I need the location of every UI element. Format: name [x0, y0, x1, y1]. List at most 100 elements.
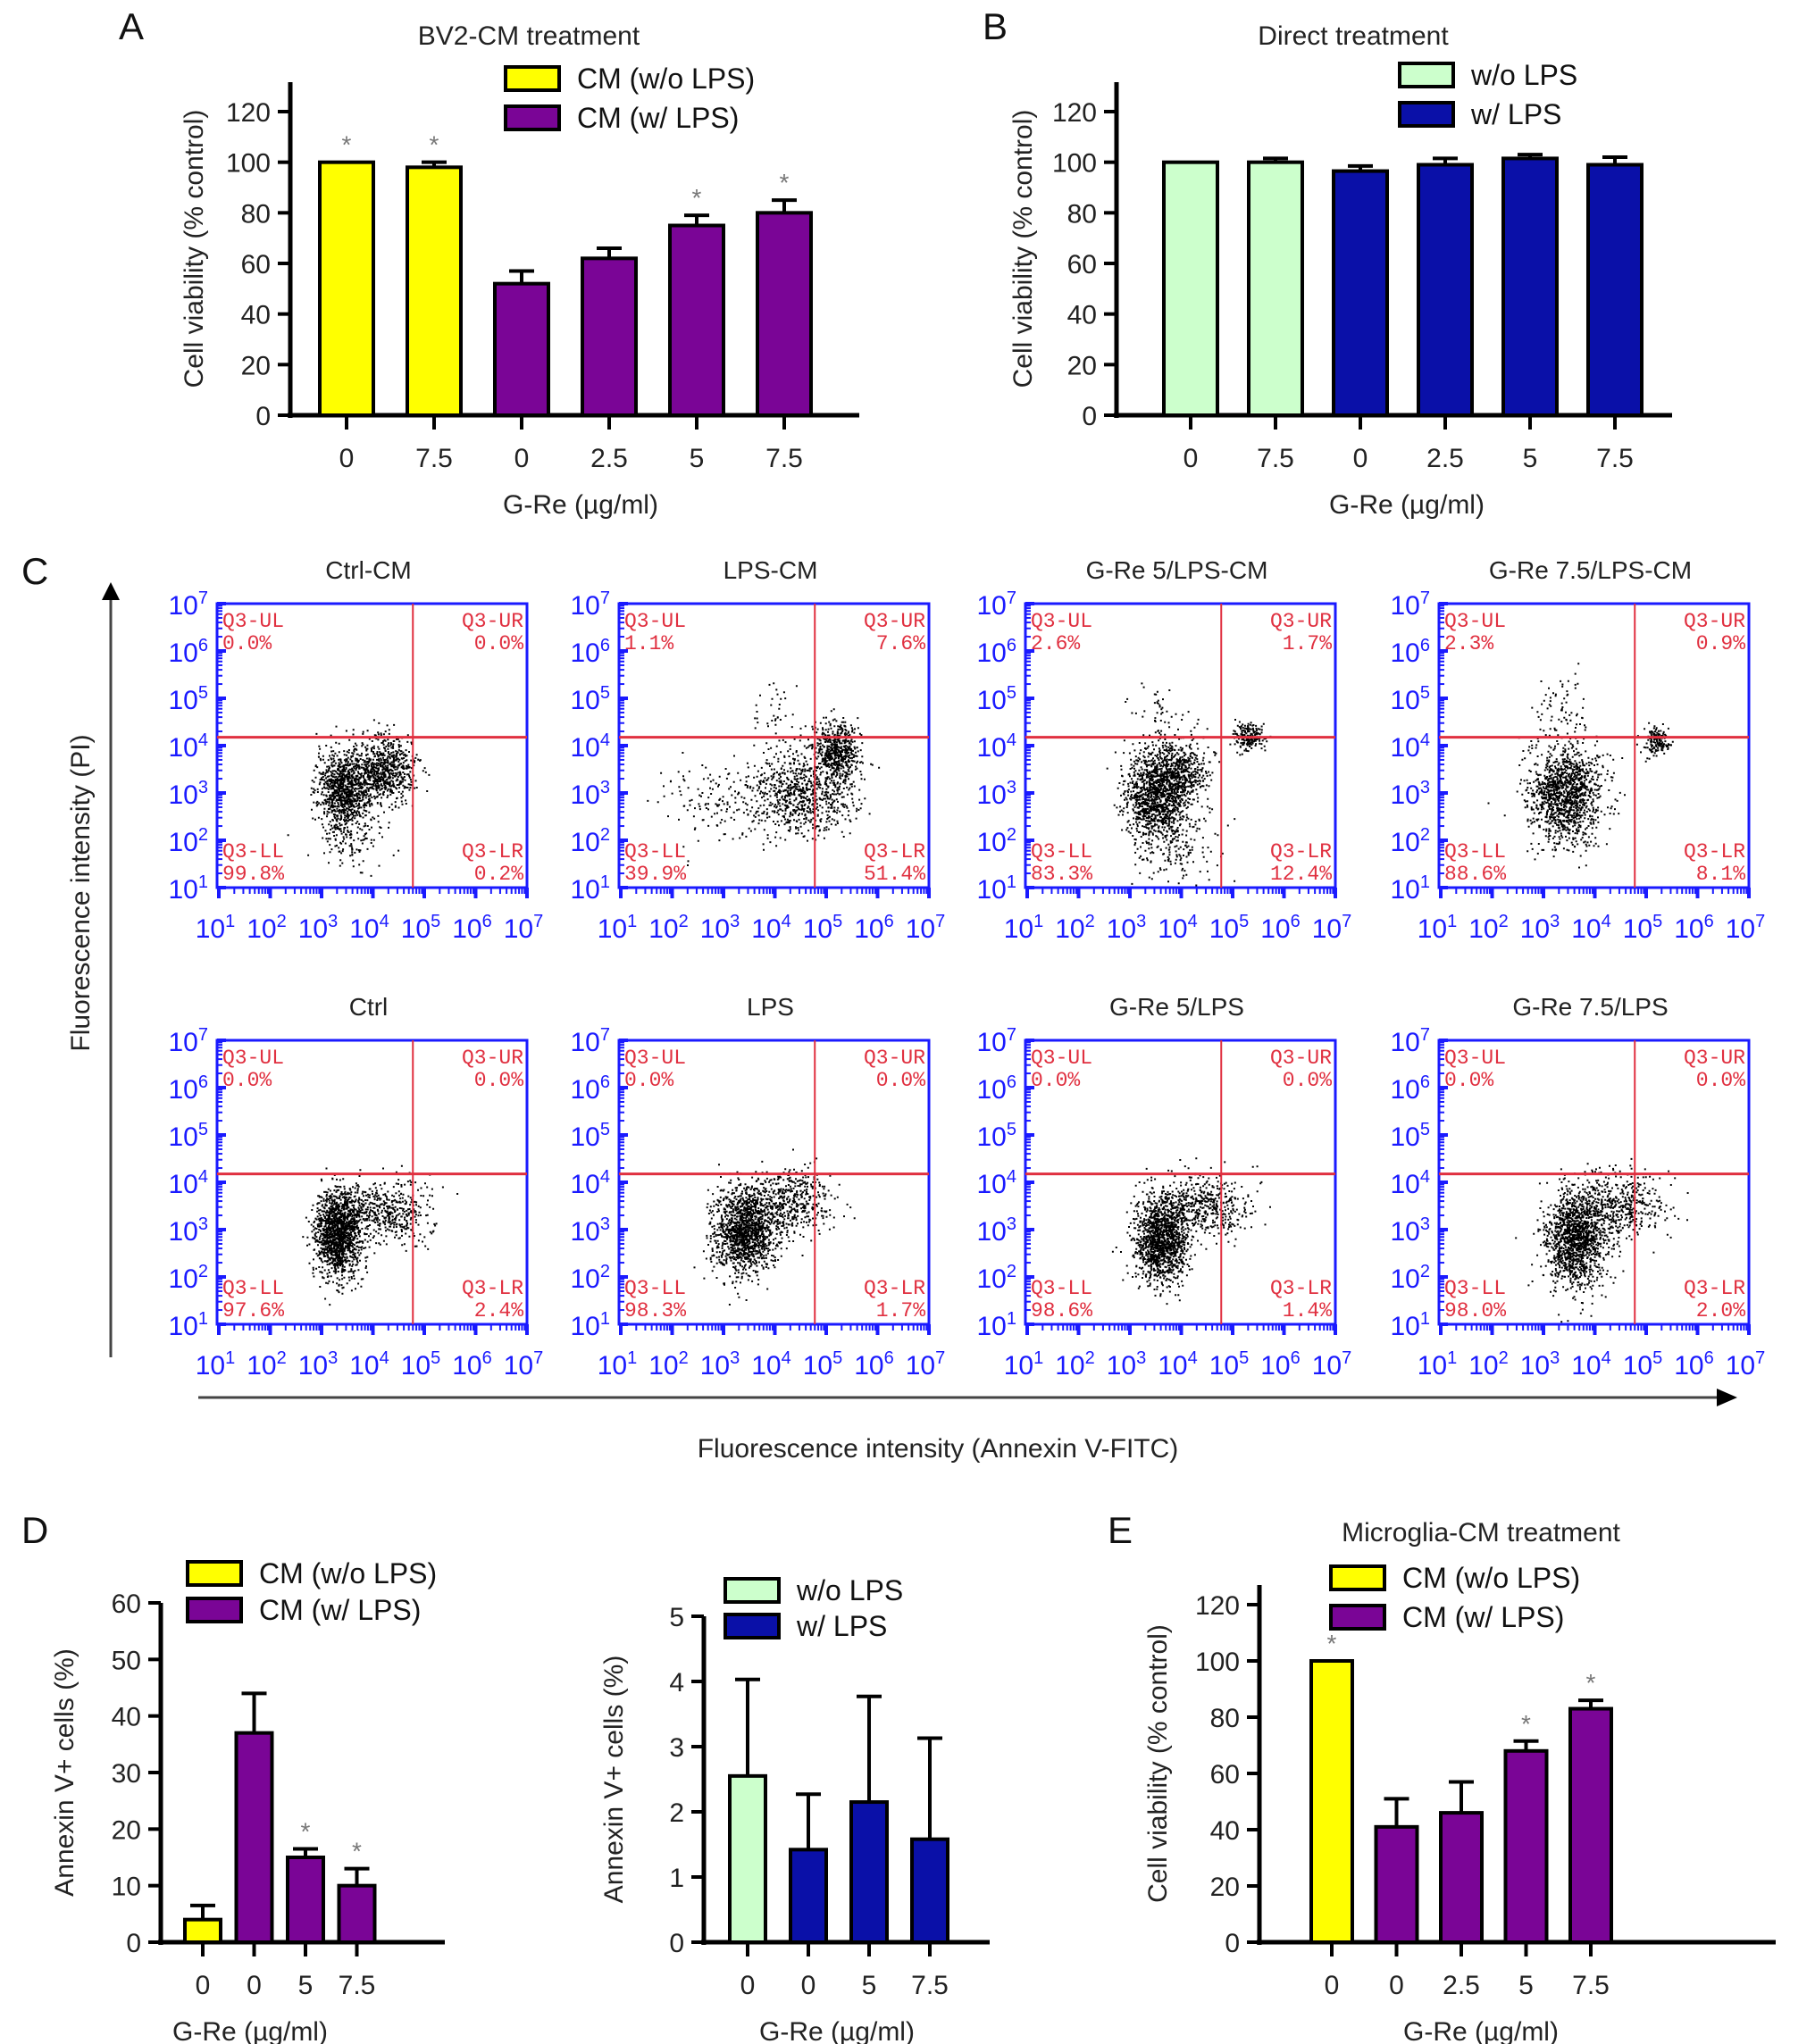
x-tick-label: 101 [196, 912, 236, 944]
y-tick-label: 40 [112, 1703, 141, 1732]
x-tick-label: 106 [854, 1348, 894, 1381]
flow-data-points [287, 719, 431, 877]
panel-letter-a: A [119, 5, 144, 47]
quadrant-name-ur: Q3-UR [462, 1047, 523, 1070]
x-tick-label: 7.5 [1257, 444, 1294, 473]
y-tick-label: 102 [169, 825, 209, 857]
y-tick-label: 80 [241, 199, 271, 229]
significance-star: * [1327, 1630, 1337, 1657]
panel-letter-b: B [983, 5, 1008, 47]
y-tick-label: 101 [169, 1309, 209, 1341]
y-tick-label: 105 [169, 683, 209, 715]
bar [1417, 163, 1474, 417]
y-tick-label: 106 [977, 636, 1017, 668]
y-tick-label: 60 [1210, 1760, 1240, 1790]
y-tick-label: 105 [571, 683, 611, 715]
x-tick-label: 101 [1418, 912, 1458, 944]
x-tick-label: 106 [1260, 1348, 1301, 1381]
quadrant-name-ur: Q3-UR [1270, 1047, 1332, 1070]
flow-plot-frame [617, 1039, 931, 1326]
bar [1162, 160, 1219, 418]
flow-plot-title: LPS [747, 993, 794, 1021]
x-tick-label: 7.5 [339, 1971, 376, 2000]
x-tick-label: 7.5 [1572, 1971, 1610, 2000]
quadrant-percent-ul: 1.1% [624, 632, 673, 655]
flow-plot-frame [617, 602, 931, 889]
y-tick-label: 107 [169, 588, 209, 621]
bar [183, 1917, 222, 1945]
flow-plot-frame [1437, 602, 1751, 889]
x-tick-label: 5 [298, 1971, 314, 2000]
flow-plot-title: G-Re 7.5/LPS [1512, 993, 1668, 1021]
legend-label: CM (w/o LPS) [1402, 1562, 1580, 1594]
quadrant-name-ul: Q3-UL [624, 1047, 686, 1070]
quadrant-name-ll: Q3-LL [624, 1277, 686, 1300]
x-tick-label: 103 [700, 1348, 740, 1381]
quadrant-name-ur: Q3-UR [864, 610, 925, 633]
y-tick-label: 60 [1067, 250, 1097, 279]
quadrant-percent-ul: 2.3% [1444, 632, 1493, 655]
y-tick-label: 20 [1067, 351, 1097, 380]
quadrant-percent-ur: 0.0% [1696, 1069, 1745, 1092]
y-tick-label: 103 [571, 778, 611, 810]
y-tick-label: 103 [571, 1214, 611, 1247]
quadrant-name-ur: Q3-UR [1684, 1047, 1745, 1070]
x-axis-label: G-Re (µg/ml) [172, 2017, 328, 2044]
x-tick-label: 103 [1520, 1348, 1560, 1381]
y-tick-label: 101 [977, 1309, 1017, 1341]
flow-plot-frame [1024, 602, 1337, 889]
y-tick-label: 107 [571, 588, 611, 621]
quadrant-name-lr: Q3-LR [1684, 840, 1745, 863]
y-tick-label: 102 [571, 1262, 611, 1294]
x-tick-label: 5 [862, 1971, 877, 2000]
flow-data-points [1106, 682, 1272, 887]
flow-data-points [302, 1164, 459, 1306]
panel-e-bar-chart: Microglia-CM treatment 0 20 40 60 80 100 120 Cel… [1143, 1518, 1776, 2044]
x-tick-label: 104 [1571, 1348, 1611, 1381]
y-tick-label: 0 [1082, 402, 1097, 431]
quadrant-percent-lr: 2.4% [474, 1299, 523, 1322]
flow-data-points [647, 682, 881, 866]
y-tick-label: 60 [241, 250, 271, 279]
bar [493, 281, 550, 417]
y-tick-label: 101 [1391, 1309, 1431, 1341]
x-tick-label: 104 [349, 1348, 389, 1381]
y-tick-label: 106 [169, 636, 209, 668]
bar [789, 1848, 828, 1945]
x-axis-arrowhead [1717, 1389, 1737, 1406]
y-tick-label: 120 [226, 98, 271, 128]
y-tick-label: 107 [169, 1025, 209, 1057]
x-tick-label: 102 [1468, 912, 1509, 944]
bar [1503, 1748, 1549, 1945]
legend-swatch [1329, 1604, 1386, 1631]
quadrant-percent-ul: 2.6% [1031, 632, 1080, 655]
x-tick-label: 7.5 [765, 444, 803, 473]
flow-plot: Ctrl-CM 101 101 102 102 103 103 104 104 105 105 106… [169, 556, 544, 944]
quadrant-percent-ul: 0.0% [1444, 1069, 1493, 1092]
x-axis-label: G-Re (µg/ml) [1329, 490, 1485, 520]
y-tick-label: 102 [571, 825, 611, 857]
x-tick-label: 102 [247, 912, 287, 944]
x-tick-label: 106 [1260, 912, 1301, 944]
quadrant-name-ll: Q3-LL [1444, 840, 1506, 863]
quadrant-percent-ll: 98.3% [624, 1299, 686, 1322]
y-tick-label: 101 [571, 872, 611, 905]
y-tick-label: 104 [977, 1167, 1017, 1199]
quadrant-percent-ul: 0.0% [624, 1069, 673, 1092]
x-tick-label: 0 [247, 1971, 262, 2000]
quadrant-name-ll: Q3-LL [1444, 1277, 1506, 1300]
bar [1309, 1659, 1354, 1944]
y-tick-label: 120 [1052, 98, 1097, 128]
quadrant-percent-ur: 1.7% [1283, 632, 1332, 655]
y-tick-label: 104 [169, 730, 209, 763]
bar [1374, 1824, 1419, 1944]
quadrant-percent-lr: 51.4% [864, 863, 925, 886]
chart-title: BV2-CM treatment [418, 21, 640, 51]
legend-label: w/o LPS [796, 1574, 903, 1606]
x-tick-label: 107 [1312, 1348, 1352, 1381]
legend-label: CM (w/ LPS) [259, 1594, 421, 1626]
quadrant-percent-lr: 0.2% [474, 863, 523, 886]
x-tick-label: 103 [298, 1348, 339, 1381]
x-tick-label: 107 [1312, 912, 1352, 944]
quadrant-name-ur: Q3-UR [1270, 610, 1332, 633]
